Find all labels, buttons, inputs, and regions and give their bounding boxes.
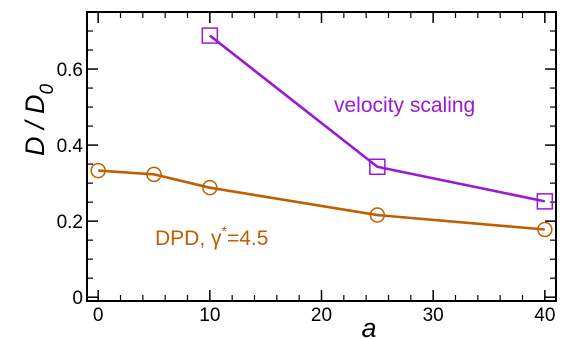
x-axis-label: a bbox=[361, 313, 376, 339]
series-dpd bbox=[90, 162, 553, 238]
y-tick-label: 0.6 bbox=[57, 60, 83, 81]
tick-labels: 0 10 20 30 40 0 0.2 0.4 0.6 bbox=[57, 60, 556, 326]
x-tick-label: 10 bbox=[199, 305, 220, 326]
data-point-circle bbox=[369, 207, 386, 223]
series-velocity-scaling bbox=[201, 27, 554, 210]
y-axis-label-main: D / D bbox=[20, 95, 50, 157]
plot-area bbox=[86, 11, 557, 302]
x-tick-label: 20 bbox=[311, 305, 332, 326]
y-axis-label: D / D0 bbox=[20, 84, 58, 157]
svg-text:D / D0: D / D0 bbox=[20, 84, 58, 157]
series-label-dpd: DPD, γ*=4.5 bbox=[155, 223, 268, 250]
series-line bbox=[98, 169, 545, 231]
series-label-dpd-symbol: γ bbox=[211, 227, 222, 250]
series-layer bbox=[90, 27, 554, 238]
series-label-velocity-scaling: velocity scaling bbox=[334, 94, 475, 117]
data-point-square bbox=[536, 193, 554, 210]
x-tick-label: 30 bbox=[423, 305, 444, 326]
data-point-square bbox=[369, 158, 386, 176]
y-axis-label-subscript: 0 bbox=[37, 84, 58, 95]
x-tick-label: 40 bbox=[534, 305, 555, 326]
series-line bbox=[209, 34, 546, 203]
data-point-circle bbox=[90, 162, 106, 179]
data-point-circle bbox=[146, 166, 162, 183]
plot-frame bbox=[86, 11, 557, 302]
data-point-circle bbox=[202, 179, 218, 196]
series-label-dpd-prefix: DPD, bbox=[155, 227, 211, 250]
x-tick-label: 0 bbox=[93, 305, 104, 326]
axis-ticks bbox=[87, 12, 556, 301]
y-tick-label: 0 bbox=[72, 288, 83, 309]
data-point-circle bbox=[537, 221, 553, 238]
data-point-square bbox=[201, 27, 219, 44]
series-label-dpd-suffix: =4.5 bbox=[227, 227, 268, 250]
y-tick-label: 0.2 bbox=[57, 212, 83, 233]
series-label-dpd-superscript: * bbox=[222, 223, 228, 239]
y-tick-label: 0.4 bbox=[57, 136, 84, 157]
